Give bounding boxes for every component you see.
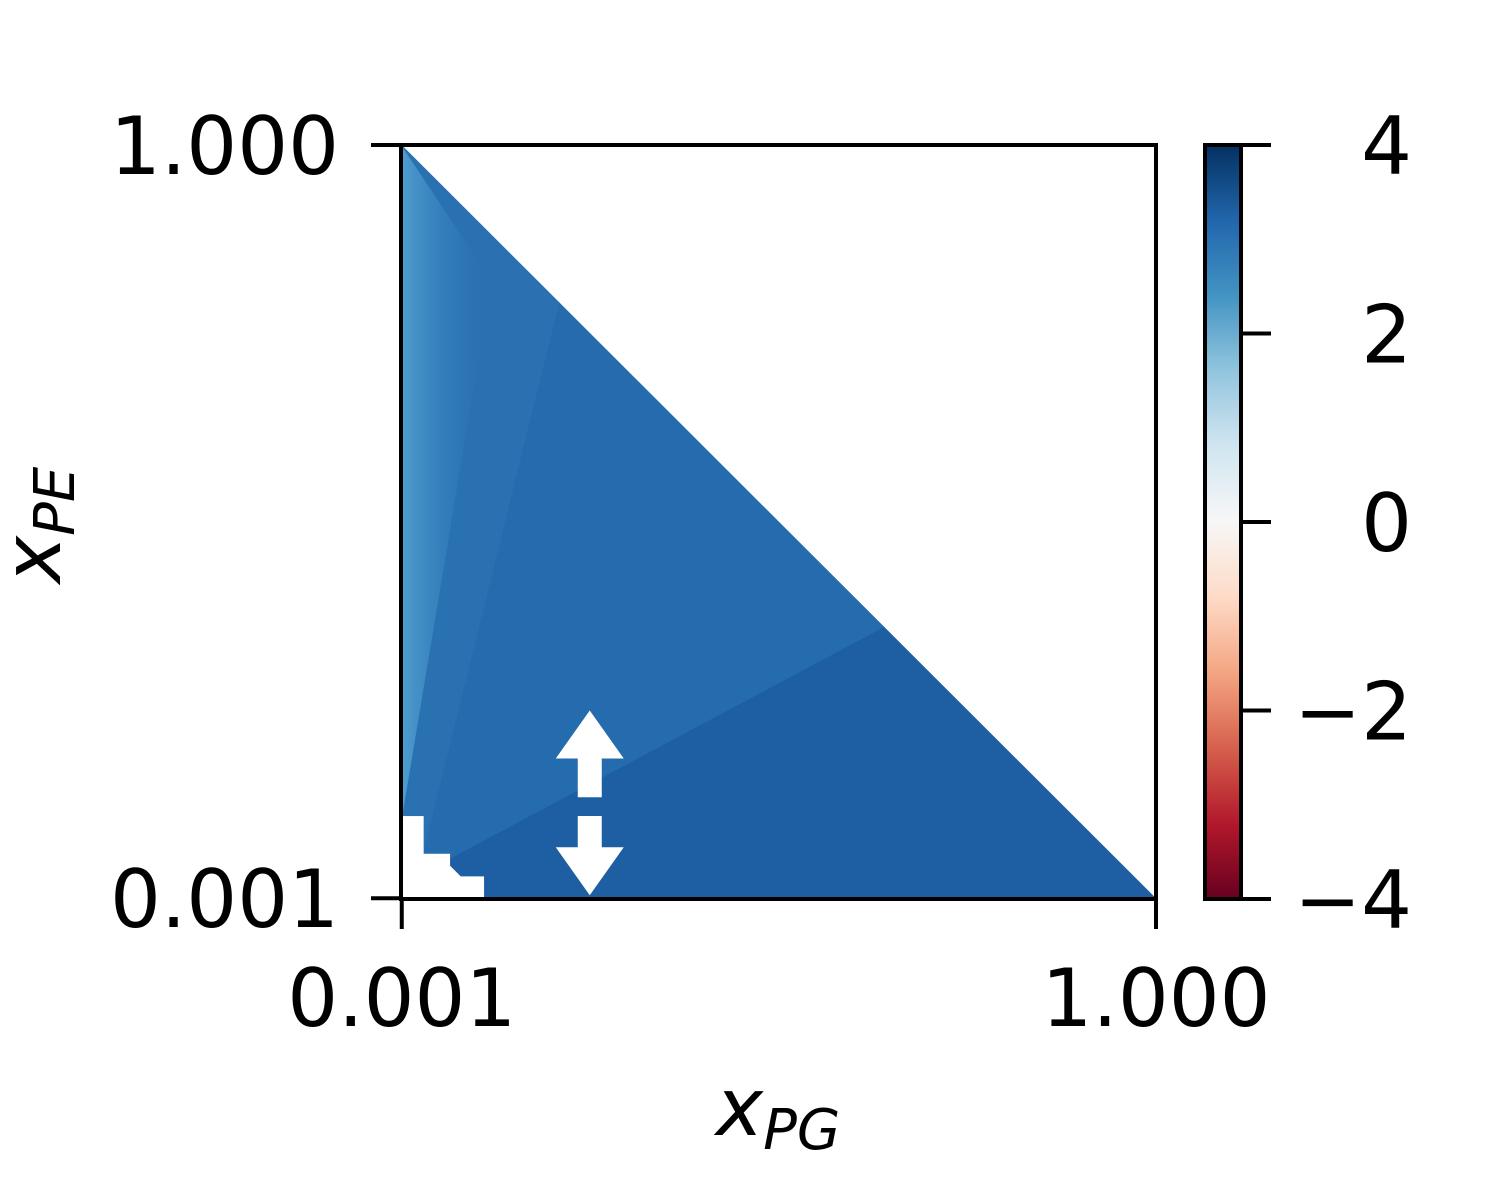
colorbar-tick-label: 2	[1361, 289, 1412, 382]
x-axis-label: xPG	[713, 1061, 841, 1163]
y-tick-label: 1.000	[110, 100, 339, 193]
y-tick-label: 0.001	[110, 853, 339, 946]
heatmap-fills	[400, 143, 1158, 900]
arrow-down	[555, 816, 624, 896]
x-tick-label: 1.000	[1041, 952, 1270, 1045]
x-axis-label-main: x	[713, 1061, 765, 1154]
plot-frame	[399, 143, 1158, 901]
heatmap-region-left-edge-gradient	[401, 145, 492, 824]
y-axis-label-sub: PE	[23, 466, 88, 536]
axis-ticks: 0.001 1.000 0.001 1.000	[110, 100, 1271, 1045]
y-axis-label-main: x	[0, 534, 79, 586]
arrow-up	[555, 710, 624, 798]
colorbar-tick-label: 0	[1361, 477, 1412, 570]
colorbar-tick-label: 4	[1361, 100, 1412, 193]
colorbar-tick-label: −2	[1294, 666, 1412, 759]
x-axis-label-sub: PG	[763, 1098, 840, 1163]
colorbar-tick-label: −4	[1294, 854, 1412, 947]
x-tick-label: 0.001	[287, 952, 516, 1045]
colorbar: 4 2 0 −2 −4	[1203, 100, 1412, 947]
colorbar-gradient	[1203, 143, 1243, 901]
y-axis-label: xPE	[0, 466, 88, 586]
missing-cell-2	[401, 876, 485, 899]
axis-labels: xPG xPE	[0, 466, 840, 1163]
